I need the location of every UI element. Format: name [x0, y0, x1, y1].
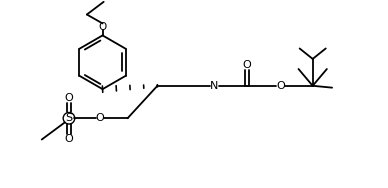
Text: N: N — [210, 81, 219, 91]
Text: O: O — [276, 81, 285, 91]
Text: O: O — [95, 113, 104, 123]
Text: O: O — [242, 60, 251, 70]
Text: O: O — [99, 22, 107, 32]
Text: O: O — [64, 93, 73, 103]
Text: O: O — [64, 134, 73, 144]
Text: S: S — [66, 113, 73, 123]
